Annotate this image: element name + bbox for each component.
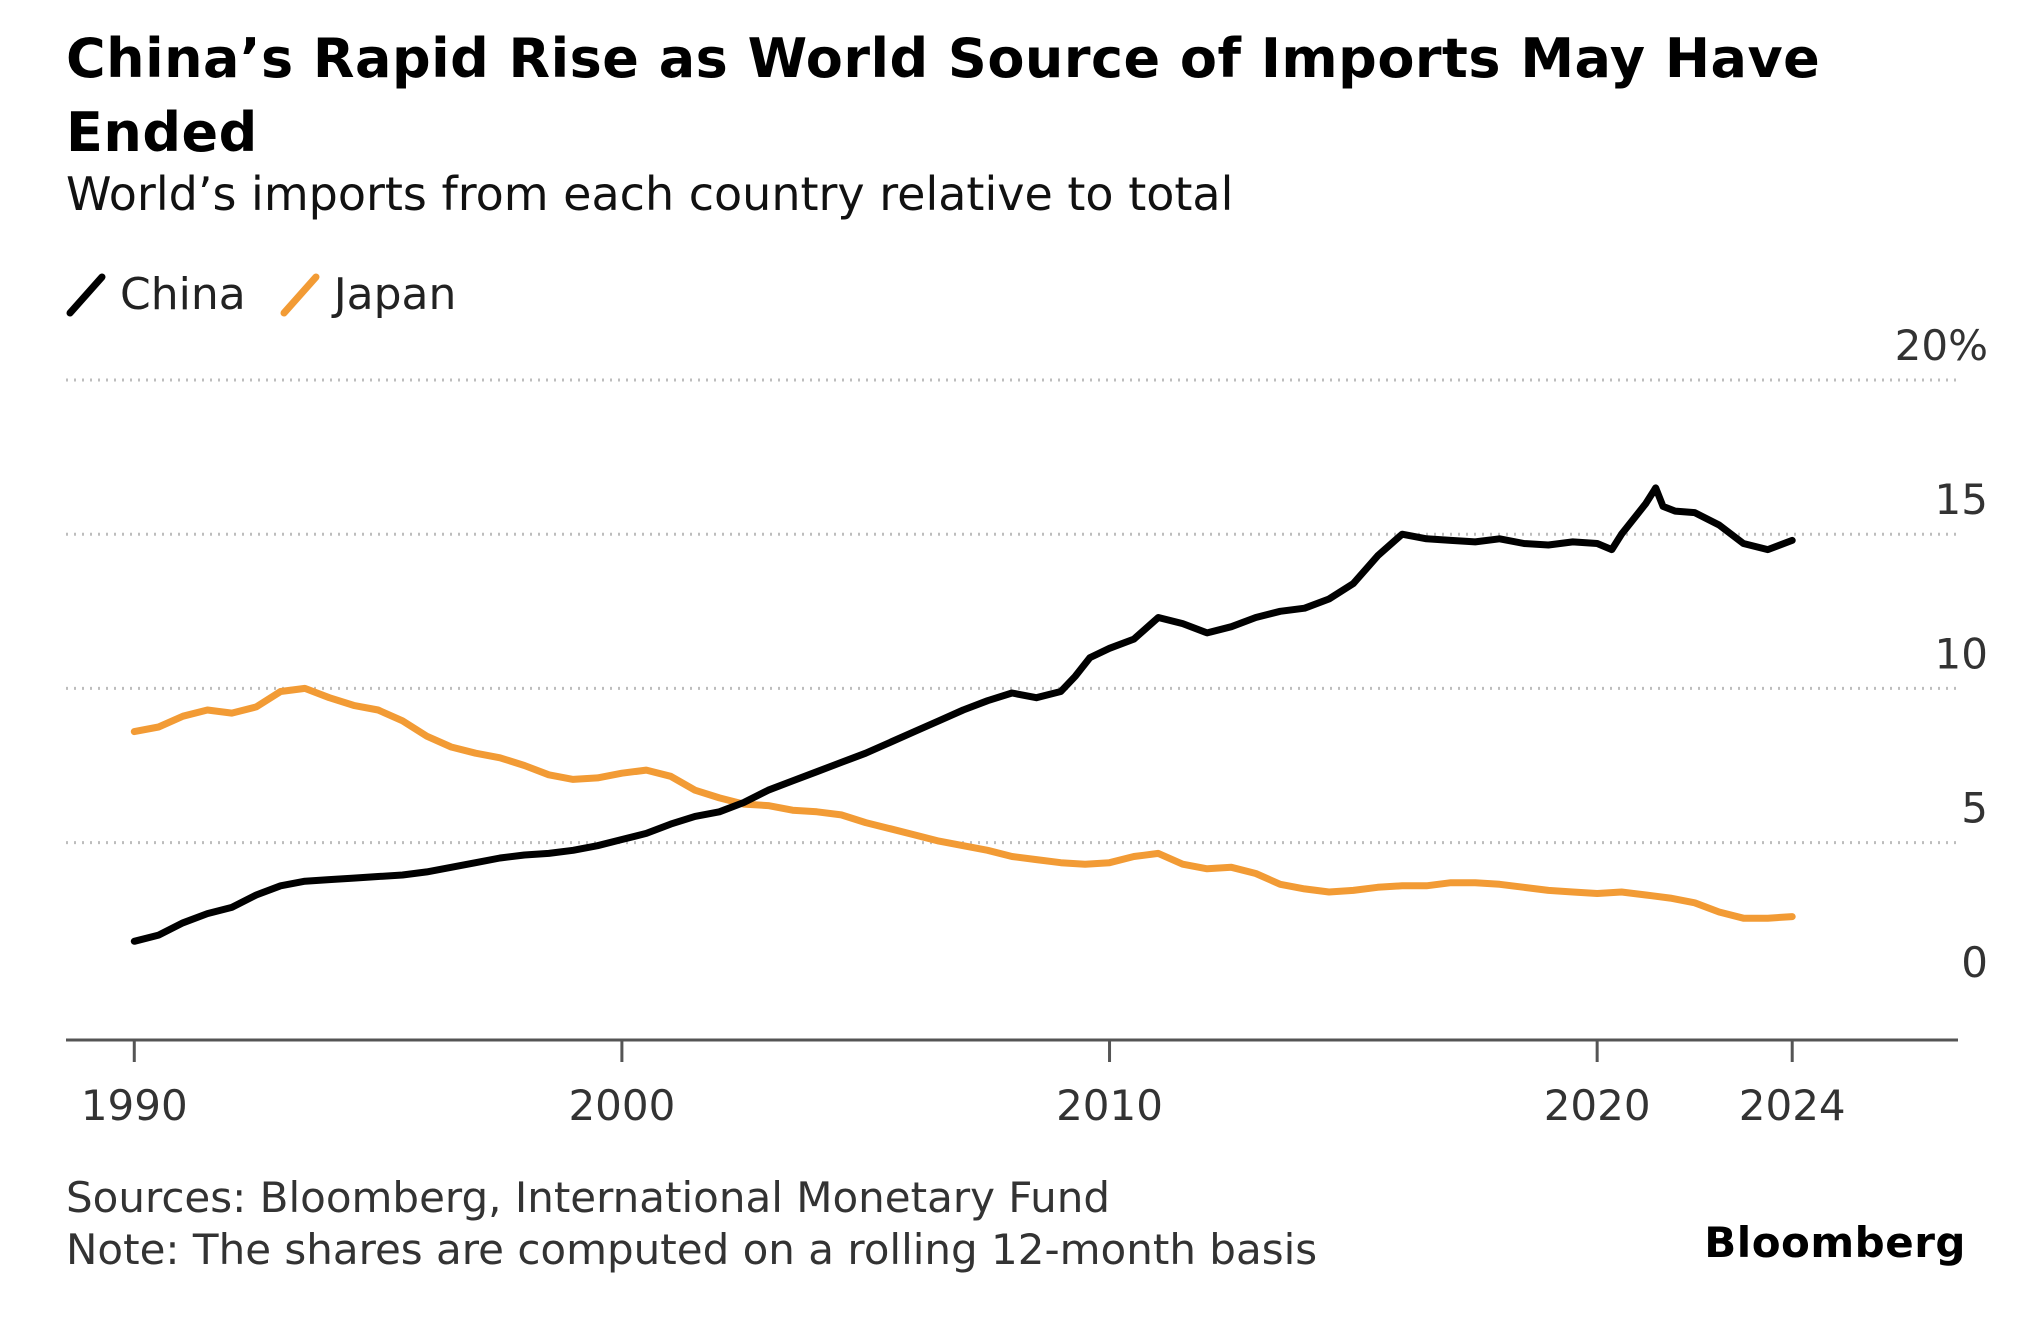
legend-label-japan: Japan [333,268,457,320]
y-axis-labels: 0 5 10 15 20% [1895,321,1988,987]
series-lines [130,484,1796,945]
x-tick-label: 2010 [1056,1081,1163,1130]
y-tick-label: 0 [1961,938,1988,987]
chart-title: China’s Rapid Rise as World Source of Im… [66,27,1821,164]
x-axis: 1990 2000 2010 2020 2024 [66,1038,1958,1130]
y-tick-label: 5 [1961,784,1988,833]
x-tick-label: 2000 [568,1081,675,1130]
legend-item-japan: Japan [280,268,457,320]
series-line-japan [130,684,1796,922]
x-tick-label: 1990 [81,1081,188,1130]
x-tick-label: 2020 [1544,1081,1651,1130]
legend-item-china: China [66,269,246,320]
legend-label-china: China [120,268,246,320]
legend-swatch-japan [280,273,320,317]
chart-subtitle: World’s imports from each country relati… [66,167,1234,221]
y-tick-label: 10 [1935,629,1988,678]
note-text: Note: The shares are computed on a rolli… [66,1225,1318,1274]
legend-swatch-china [66,273,106,317]
series-line-china [130,484,1796,945]
sources-text: Sources: Bloomberg, International Moneta… [66,1173,1111,1222]
bloomberg-logo: Bloomberg [1704,1218,1966,1267]
legend-line-japan [280,273,320,317]
chart-legend: China Japan [66,266,490,322]
gridlines [66,378,1958,845]
legend-line-china [66,273,106,317]
y-tick-label: 15 [1935,475,1988,524]
x-tick-label: 2024 [1739,1081,1846,1130]
y-tick-label: 20% [1895,321,1988,370]
chart-footer: Sources: Bloomberg, International Moneta… [66,1172,1317,1276]
